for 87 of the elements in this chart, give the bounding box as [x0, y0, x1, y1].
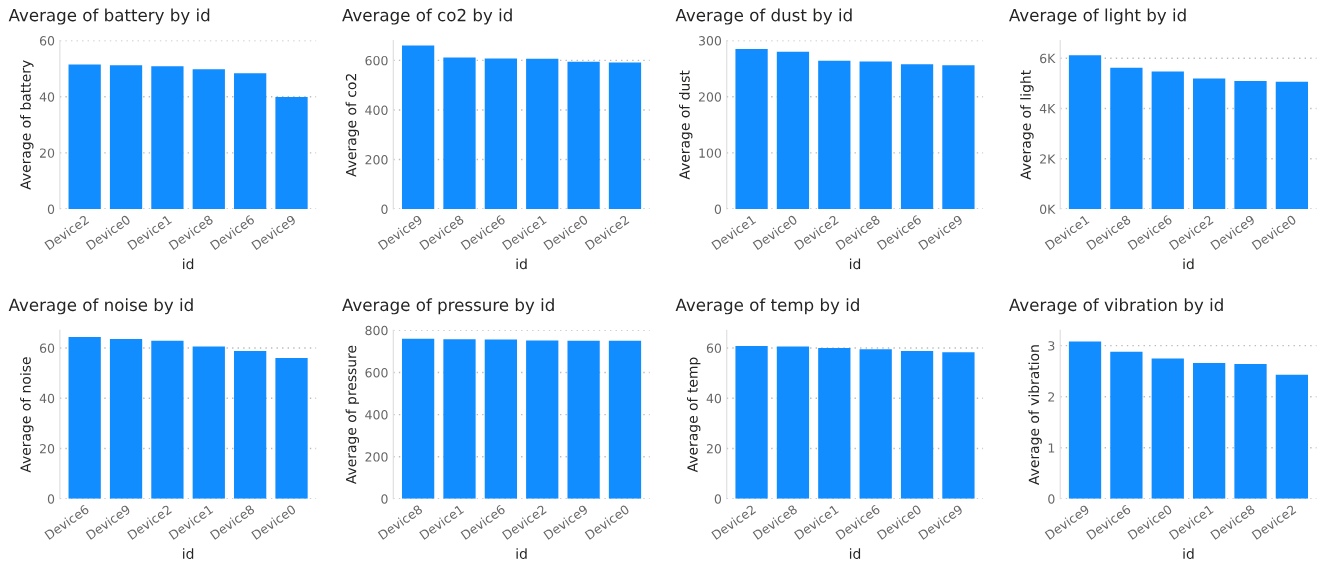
y-tick-label: 60 — [706, 343, 722, 353]
chart-title: Average of dust by id — [675, 8, 852, 25]
bar — [1110, 351, 1143, 499]
y-tick-label: 4K — [1039, 104, 1056, 114]
y-tick-label: 600 — [365, 55, 388, 66]
bar — [192, 69, 225, 210]
y-tick-label: 0K — [1040, 204, 1056, 214]
bar — [1234, 364, 1267, 499]
y-axis-title: Average of co2 — [345, 74, 360, 177]
chart-title: Average of pressure by id — [342, 298, 554, 315]
chart-title: Average of battery by id — [8, 8, 210, 25]
y-axis-title: Average of vibration — [1028, 345, 1042, 485]
x-axis-title: id — [1183, 258, 1194, 270]
y-tick-label: 20 — [40, 148, 55, 158]
chart-title: Average of vibration by id — [1009, 298, 1223, 315]
bar — [1151, 71, 1184, 210]
y-tick-label: 0 — [47, 494, 55, 504]
y-tick-label: 40 — [39, 92, 55, 102]
bar — [234, 73, 267, 210]
bar — [942, 65, 975, 210]
x-axis-title: id — [516, 548, 527, 559]
y-tick-label: 0 — [47, 204, 55, 214]
bar — [1193, 78, 1226, 210]
chart-title: Average of noise by id — [8, 298, 193, 315]
y-tick-label: 200 — [698, 92, 722, 102]
bar — [484, 58, 517, 210]
y-axis-title: Average of light — [1020, 70, 1034, 180]
y-axis-title: Average of temp — [686, 357, 701, 473]
bar — [608, 62, 642, 210]
y-axis-title: Average of pressure — [345, 345, 360, 485]
bar — [1234, 81, 1267, 210]
y-tick-label: 1 — [1048, 443, 1055, 453]
x-axis-title: id — [849, 548, 861, 559]
y-axis-title: Average of dust — [679, 70, 693, 180]
x-axis-title: id — [183, 548, 194, 559]
y-tick-label: 0 — [714, 494, 722, 504]
bar — [735, 49, 768, 210]
bar — [776, 51, 810, 210]
y-tick-label: 0 — [714, 204, 722, 214]
y-tick-label: 60 — [39, 36, 55, 46]
bar — [900, 64, 934, 210]
y-tick-label: 20 — [706, 443, 722, 454]
bar — [1275, 81, 1309, 210]
y-tick-label: 400 — [365, 105, 388, 115]
bar — [1068, 341, 1102, 499]
x-axis-title: id — [1183, 548, 1194, 559]
y-tick-label: 300 — [698, 36, 722, 46]
y-tick-label: 400 — [365, 410, 388, 420]
y-tick-label: 2K — [1040, 154, 1056, 164]
chart-title: Average of co2 by id — [342, 8, 512, 25]
bar — [109, 65, 143, 210]
bar — [275, 97, 308, 210]
bar — [1151, 358, 1184, 499]
y-tick-label: 200 — [365, 154, 388, 165]
y-tick-label: 40 — [706, 393, 722, 404]
y-tick-label: 0 — [1048, 494, 1055, 504]
y-tick-label: 20 — [40, 443, 55, 454]
x-axis-title: id — [849, 258, 861, 270]
bar — [818, 60, 851, 210]
chart-title: Average of light by id — [1009, 8, 1186, 25]
bar — [68, 64, 101, 210]
y-tick-label: 100 — [699, 148, 722, 158]
y-tick-label: 3 — [1048, 341, 1055, 351]
y-tick-label: 0 — [381, 494, 388, 504]
bar — [1275, 374, 1309, 499]
bar — [1110, 67, 1143, 210]
bar — [401, 45, 435, 210]
bar — [567, 61, 600, 210]
y-axis-title: Average of battery — [20, 60, 34, 190]
y-tick-label: 0 — [381, 204, 388, 214]
x-axis-title: id — [183, 258, 194, 270]
bar — [859, 61, 892, 210]
y-tick-label: 800 — [365, 325, 388, 336]
bar — [526, 58, 559, 210]
chart-title: Average of temp by id — [675, 298, 859, 315]
y-tick-label: 600 — [365, 367, 388, 378]
x-axis-title: id — [516, 258, 527, 270]
y-tick-label: 2 — [1048, 392, 1055, 402]
y-tick-label: 40 — [39, 393, 55, 404]
y-tick-label: 6K — [1040, 53, 1056, 64]
y-axis-title: Average of noise — [20, 357, 34, 473]
bar — [1193, 363, 1226, 499]
bar — [151, 66, 184, 210]
bar — [1068, 55, 1102, 210]
y-tick-label: 200 — [365, 452, 388, 462]
bar — [443, 57, 476, 210]
y-tick-label: 60 — [39, 343, 55, 353]
